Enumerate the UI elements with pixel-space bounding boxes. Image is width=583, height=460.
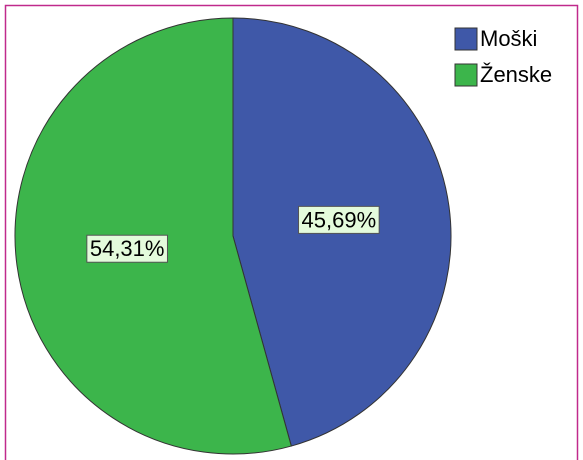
data-label-box	[86, 234, 168, 263]
legend-label: Moški	[480, 26, 537, 51]
legend-label: Ženske	[480, 62, 552, 87]
data-label: 45,69%	[302, 207, 377, 232]
data-label-box	[298, 205, 380, 234]
legend-swatch	[454, 63, 478, 87]
legend-swatch	[454, 27, 478, 51]
data-label: 54,31%	[90, 236, 165, 261]
